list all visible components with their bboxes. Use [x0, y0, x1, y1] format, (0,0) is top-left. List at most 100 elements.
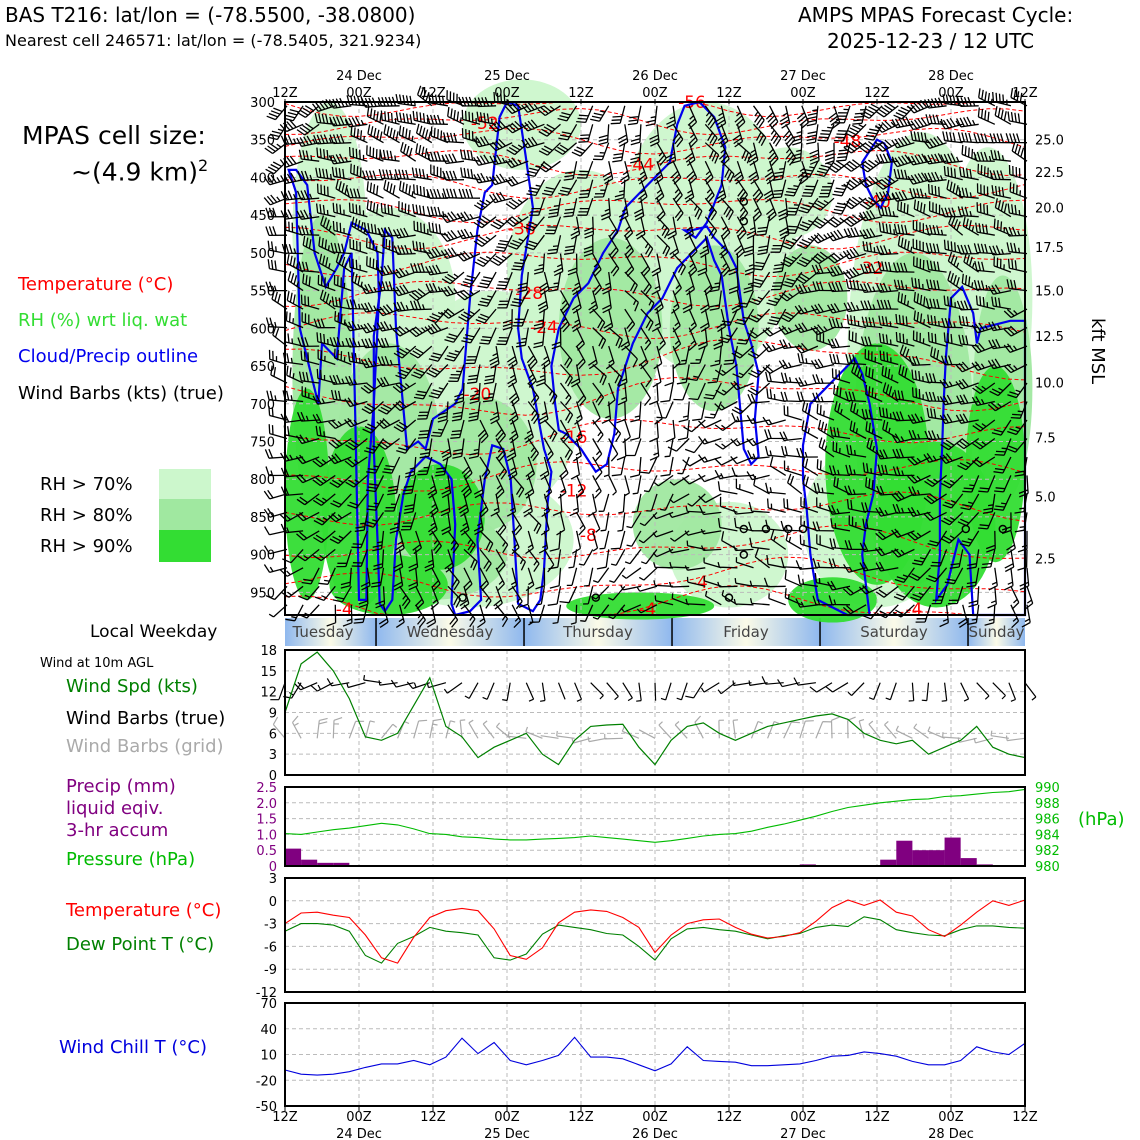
wind-barb	[733, 508, 754, 515]
wind-barb	[350, 125, 368, 144]
wind-barb	[610, 530, 626, 550]
wind-barb	[858, 175, 883, 189]
wind-barb	[893, 223, 915, 236]
wind-barb	[795, 598, 818, 608]
wind-barb	[991, 296, 1012, 310]
wind-barb	[603, 308, 614, 333]
wind-barb	[510, 290, 529, 308]
weekday-cell	[376, 618, 525, 646]
wind-barb	[608, 327, 623, 349]
wind-barb	[704, 590, 722, 606]
wind-barb	[766, 554, 786, 569]
wind-barb	[378, 604, 389, 628]
isotherm-line	[284, 338, 1026, 381]
wind-barb	[923, 153, 947, 165]
wind-barb	[764, 445, 786, 458]
wind-barb	[300, 294, 320, 310]
wind-barb	[527, 382, 540, 406]
wind-barb	[749, 290, 771, 306]
precip-frame	[284, 786, 1026, 867]
wind-barb	[832, 441, 851, 458]
wind-barb	[1007, 111, 1028, 125]
wind-barb	[717, 561, 738, 569]
wind-barb	[511, 253, 529, 271]
pressure-tick: 500	[250, 247, 275, 262]
wind-barb	[358, 586, 369, 609]
wind-barb	[382, 237, 400, 255]
wind-barb	[780, 308, 803, 323]
wind-barb-true	[378, 680, 398, 686]
wind-barb	[392, 400, 417, 412]
wind-barb	[463, 567, 473, 592]
cell-size-number: ~(4.9 km)	[71, 157, 198, 187]
wind-barb	[669, 474, 690, 486]
wind-barb	[637, 179, 648, 204]
wind-barb	[899, 344, 915, 366]
wind-barb	[508, 567, 518, 591]
wind-barb	[698, 454, 722, 463]
wind-barb	[830, 518, 851, 532]
wind-barb-true	[654, 682, 657, 701]
wind-barb	[379, 149, 400, 162]
bottom-time-tick: 12Z	[864, 1110, 890, 1125]
wind-barb	[317, 349, 336, 366]
wind-barb	[848, 330, 867, 347]
wind-barb	[816, 330, 835, 347]
wind-barb	[523, 216, 545, 232]
wind-barb	[891, 135, 915, 149]
wind-barb	[769, 123, 782, 147]
wind-barb	[318, 236, 336, 255]
wind-barb	[535, 567, 546, 590]
pressure-tick: 988	[1035, 797, 1060, 812]
wind-barb	[412, 203, 432, 218]
wind-barb	[460, 271, 481, 288]
wind-barb	[426, 188, 448, 199]
wind-barb	[780, 391, 802, 403]
wind-barb	[431, 419, 449, 438]
wind-barb	[924, 430, 947, 441]
wind-barb	[620, 604, 642, 613]
pressure-tick: 986	[1035, 813, 1060, 828]
wind-barb	[660, 456, 674, 477]
wind-barb	[313, 530, 336, 544]
wind-barb	[392, 382, 417, 394]
wind-barb	[630, 124, 642, 146]
wind-barb	[410, 262, 432, 273]
wind-barb	[786, 473, 803, 495]
wind-barb	[583, 567, 594, 587]
wind-barb	[640, 234, 654, 258]
wind-barb	[408, 288, 433, 301]
wind-barb	[431, 530, 442, 554]
wind-barb	[521, 136, 545, 149]
wind-barb-true	[732, 680, 752, 687]
wind-barb	[773, 161, 787, 181]
wind-barb	[864, 349, 883, 366]
wind-barb	[552, 604, 562, 625]
wind-barb	[431, 567, 441, 592]
wind-barb	[810, 303, 835, 315]
wind-barb	[993, 218, 1012, 236]
wind-barb	[765, 482, 786, 495]
wind-barb	[828, 318, 851, 329]
wind-barb	[344, 456, 368, 468]
wind-barb	[859, 209, 883, 222]
wind-barb	[990, 149, 1011, 162]
wind-barb	[441, 153, 465, 165]
wind-barb	[316, 183, 336, 199]
wind-barb	[286, 365, 304, 384]
wind-barb	[785, 216, 803, 235]
wind-barb	[377, 437, 400, 450]
wind-barb	[592, 419, 604, 443]
wind-barb	[392, 227, 416, 239]
isotherm-label: -44	[626, 156, 654, 176]
wind-barb	[891, 116, 915, 129]
wind-barb	[923, 453, 947, 463]
wind-barb	[882, 382, 899, 403]
wind-barb	[763, 577, 786, 588]
wind-barb	[505, 197, 529, 210]
wind-barb	[765, 197, 777, 222]
wind-barb	[860, 103, 883, 119]
wind-barb-grid	[895, 725, 913, 739]
wind-barb	[559, 345, 573, 369]
wind-barb	[473, 234, 497, 247]
